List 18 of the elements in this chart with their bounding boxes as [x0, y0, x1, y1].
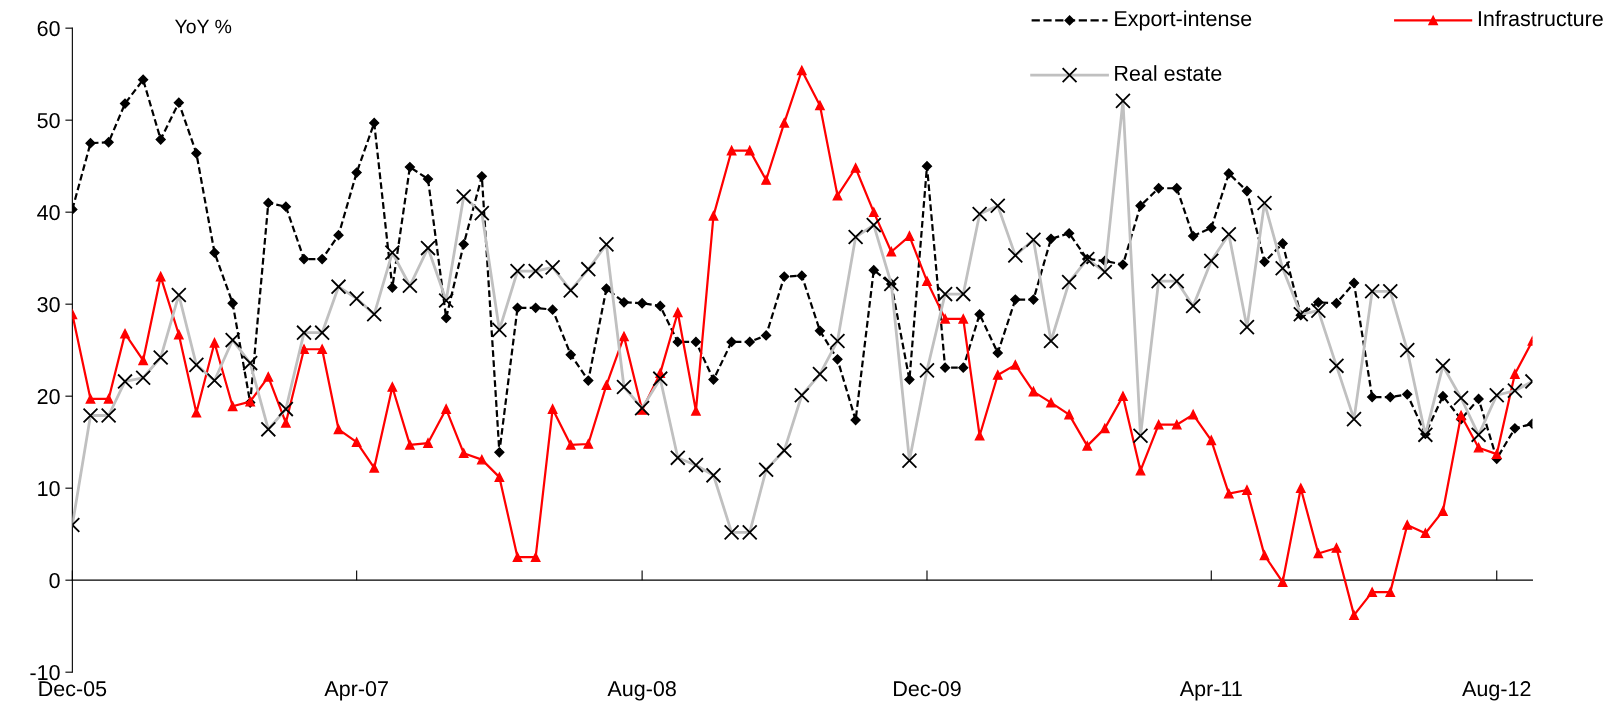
y-tick-label: -10	[30, 664, 60, 681]
y-tick-label: 20	[37, 388, 60, 405]
x-tick-label: Dec-05	[39, 681, 107, 697]
y-tick-label: 60	[37, 20, 60, 37]
legend-label: Export-intense	[1115, 10, 1252, 31]
y-tick-label: 50	[37, 112, 60, 129]
y-tick-label: 40	[37, 204, 60, 221]
y-tick-label: 0	[49, 572, 60, 589]
x-tick-label: Aug-08	[607, 681, 676, 701]
x-tick-label: Apr-07	[324, 681, 388, 701]
legend-label: Real estate	[1115, 65, 1222, 81]
x-tick-label: Apr-11	[1179, 681, 1242, 701]
y-tick-label: 30	[37, 296, 60, 313]
y-axis-title: YoY %	[174, 19, 232, 34]
x-tick-label: Dec-09	[894, 681, 961, 697]
x-tick-label: Aug-12	[1462, 681, 1531, 701]
legend-label: Infrastructure	[1478, 10, 1603, 27]
y-tick-label: 10	[38, 480, 60, 497]
